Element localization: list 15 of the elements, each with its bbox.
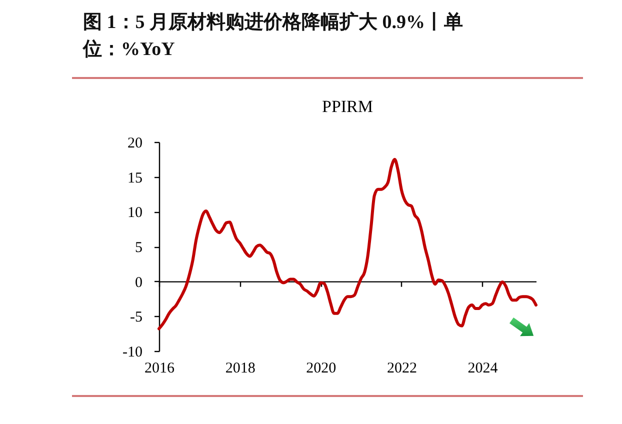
y-tick-label: 10 bbox=[128, 205, 142, 222]
chart-title: 图 1：5 月原材料购进价格降幅扩大 0.9%丨单位：%YoY bbox=[83, 10, 464, 62]
x-tick-label: 2016 bbox=[144, 360, 175, 376]
x-tick-label: 2022 bbox=[386, 360, 417, 376]
y-tick-label: -5 bbox=[130, 310, 142, 326]
y-tick-label: -10 bbox=[122, 344, 142, 360]
chart-subtitle: PPIRM bbox=[322, 97, 374, 116]
x-tick-label: 2018 bbox=[225, 360, 256, 376]
y-tick-label: 5 bbox=[135, 240, 142, 256]
y-tick-label: 20 bbox=[128, 136, 142, 152]
x-tick-label: 2020 bbox=[306, 360, 336, 376]
y-tick-label: 0 bbox=[135, 274, 142, 291]
x-tick-label: 2024 bbox=[468, 360, 498, 376]
line-series bbox=[158, 158, 538, 330]
y-tick-label: 15 bbox=[128, 170, 142, 186]
